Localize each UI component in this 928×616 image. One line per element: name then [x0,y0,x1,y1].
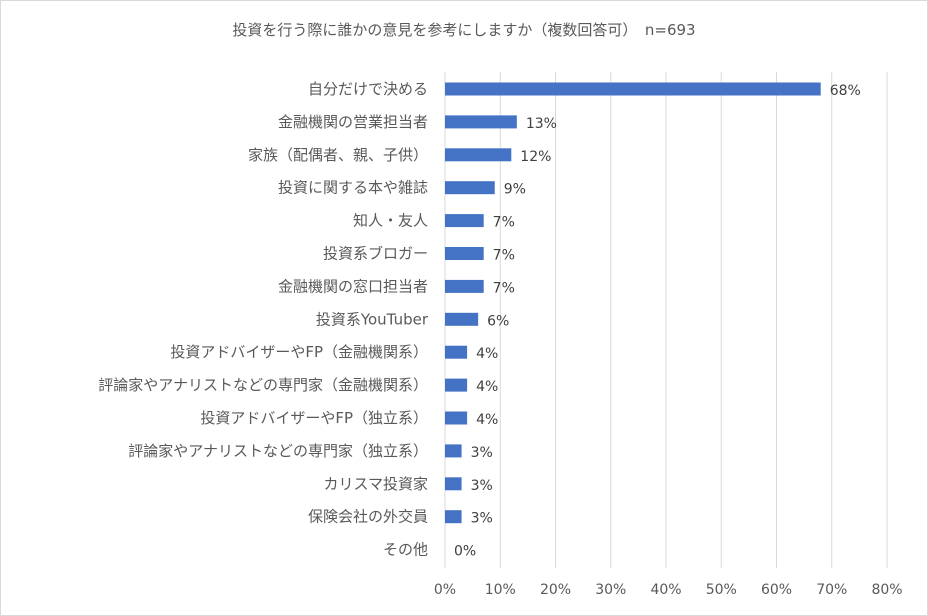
data-label: 4% [476,412,498,428]
bar [445,115,517,129]
bar [445,279,484,293]
category-label: 投資アドバイザーやFP（金融機関系） [170,343,428,361]
category-label: 投資に関する本や雑誌 [278,179,428,197]
category-label: 金融機関の営業担当者 [278,113,428,131]
category-label: その他 [383,541,428,559]
data-label: 12% [520,149,551,165]
data-label: 3% [471,445,493,461]
bar [445,411,468,425]
x-tick-label: 0% [434,582,456,598]
data-label: 3% [471,478,493,494]
bar [445,82,821,96]
data-label: 7% [493,248,515,264]
x-tick-label: 40% [650,582,681,598]
data-label: 13% [526,116,557,132]
category-label: 家族（配偶者、親、子供） [248,146,428,164]
data-label: 4% [476,346,498,362]
bar [445,247,484,260]
bar [445,477,462,491]
bar [445,148,512,162]
x-tick-label: 10% [485,582,516,598]
x-tick-label: 60% [761,582,792,598]
bar [445,378,468,392]
bar [445,214,484,228]
x-tick-label: 50% [706,582,737,598]
bar [445,312,479,326]
chart-title: 投資を行う際に誰かの意見を参考にしますか（複数回答可） n=693 [232,21,695,39]
category-label: 投資系YouTuber [316,310,429,328]
category-label: 投資系ブロガー [323,245,428,263]
category-label: 投資アドバイザーやFP（独立系） [200,409,428,427]
x-tick-label: 70% [816,582,847,598]
data-label: 0% [454,544,476,560]
data-label: 6% [487,313,509,329]
data-label: 9% [504,182,526,198]
bar [445,181,495,195]
category-label: 評論家やアナリストなどの専門家（金融機関系） [98,376,428,394]
category-label: カリスマ投資家 [323,475,428,493]
x-tick-label: 80% [871,582,902,598]
bars [445,82,821,524]
category-label: 金融機関の窓口担当者 [278,277,428,295]
bar [445,510,462,524]
data-label: 4% [476,379,498,395]
x-tick-label: 30% [595,582,626,598]
category-label: 評論家やアナリストなどの専門家（独立系） [128,442,428,460]
data-label: 3% [471,511,493,527]
data-label: 7% [493,215,515,231]
category-label: 知人・友人 [353,212,428,230]
x-tick-labels: 0% 10% 20% 30% 40% 50% 60% 70% 80% [434,582,903,598]
data-label: 7% [493,280,515,296]
category-label: 保険会社の外交員 [308,508,428,526]
data-label: 68% [830,83,861,99]
bar [445,444,462,458]
bar [445,345,468,359]
data-labels: 68% 13% 12% 9% 7% 7% 7% 6% 4% 4% 4% 3% 3% 3% 0% [454,83,861,560]
category-label: 自分だけで決める [308,80,428,98]
x-tick-label: 20% [540,582,571,598]
